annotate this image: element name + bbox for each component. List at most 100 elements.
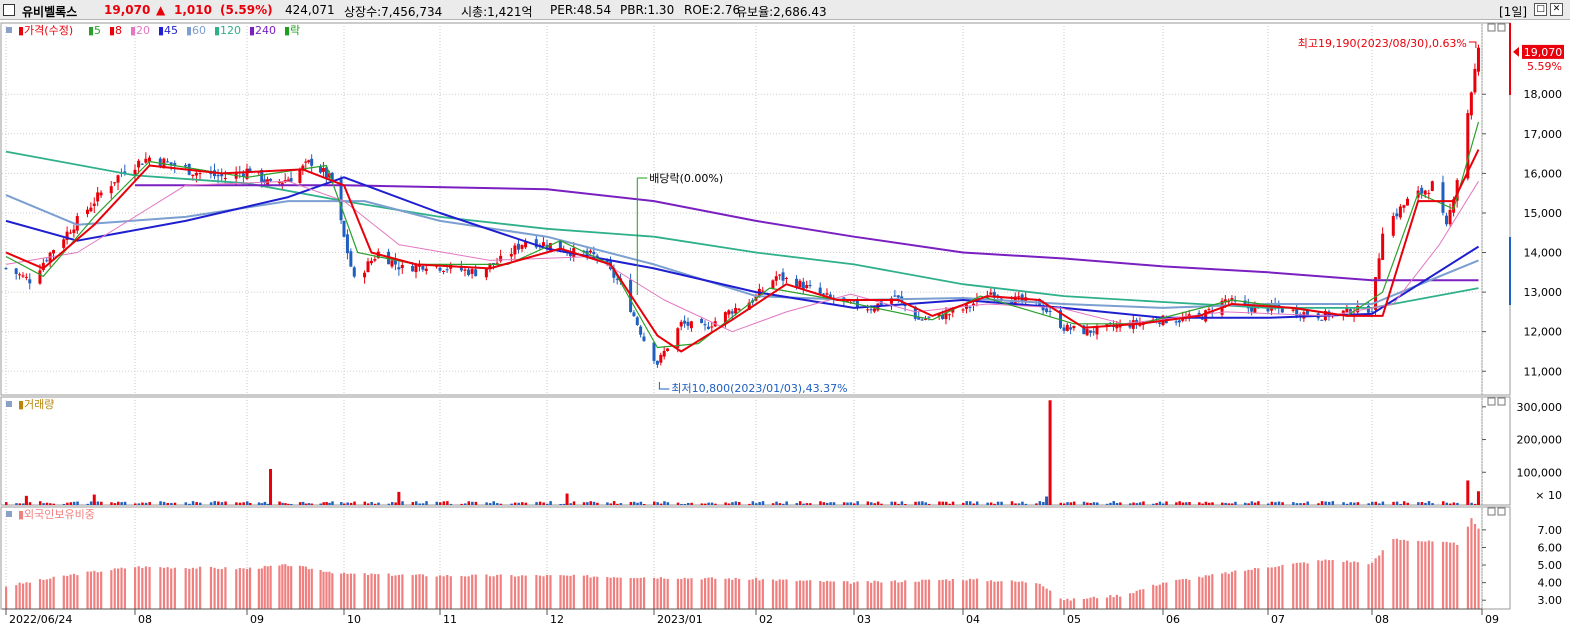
volume-bar <box>474 501 478 505</box>
foreign-bar <box>248 567 252 609</box>
foreign-bar <box>220 569 223 609</box>
per-value: PER:48.54 <box>550 3 612 17</box>
foreign-bar <box>893 580 897 609</box>
close-icon[interactable]: ✕ <box>1550 3 1563 16</box>
volume-bar <box>914 501 917 505</box>
foreign-bar <box>1181 579 1184 609</box>
foreign-bar <box>1132 593 1135 609</box>
volume-bar <box>1230 503 1234 505</box>
foreign-bar <box>224 567 227 609</box>
foreign-bar <box>1281 564 1284 609</box>
volume-bar <box>15 503 18 505</box>
candle-body <box>679 321 683 327</box>
volume-bar <box>636 502 639 505</box>
ma-line-20 <box>5 180 1479 333</box>
foreign-bar <box>1184 578 1188 609</box>
panel-handle-icon <box>6 401 12 407</box>
volume-bar <box>876 501 880 505</box>
volume-bar <box>159 501 162 505</box>
foreign-bar <box>1152 584 1155 609</box>
volume-bar <box>1119 502 1122 505</box>
candle-body <box>1469 92 1473 116</box>
foreign-bar <box>546 574 549 609</box>
candle-body <box>1069 327 1073 330</box>
panel-close-icon[interactable] <box>1497 507 1506 516</box>
volume-bar <box>938 501 941 505</box>
foreign-bar <box>642 577 646 609</box>
foreign-bar <box>853 582 856 609</box>
legend-ma-120: ▮120 <box>214 24 241 37</box>
candle-body <box>194 172 198 176</box>
foreign-bar <box>492 576 495 609</box>
foreign-bar <box>632 578 636 609</box>
volume-bar <box>755 503 758 505</box>
foreign-bar <box>596 576 599 609</box>
foreign-bar <box>1096 598 1099 609</box>
foreign-bar <box>1395 538 1399 609</box>
volume-bar <box>549 501 552 505</box>
foreign-bar <box>1000 581 1003 609</box>
volume-bar <box>616 503 619 505</box>
panel-close-icon[interactable] <box>1497 397 1506 406</box>
candle-body <box>147 157 151 162</box>
volume-bar <box>1253 502 1257 505</box>
price-tick-label: 13,000 <box>1524 286 1563 299</box>
volume-bar <box>1135 503 1139 505</box>
volume-bar <box>1299 503 1302 505</box>
candle-body <box>52 250 56 254</box>
foreign-bar <box>809 580 812 609</box>
candle-body <box>1253 305 1257 314</box>
maximize-icon[interactable]: □ <box>1534 3 1547 16</box>
foreign-bar <box>880 582 883 609</box>
candle-body <box>781 272 785 281</box>
foreign-bar <box>290 566 293 609</box>
legend-ma-8: ▮8 <box>109 24 122 37</box>
candle-body <box>445 269 449 271</box>
volume-bar <box>322 502 325 505</box>
foreign-bar <box>439 575 442 609</box>
candle-body <box>1041 304 1045 311</box>
x-tick-label: 12 <box>550 613 564 626</box>
candle-body <box>710 326 714 328</box>
candle-body <box>1092 331 1096 333</box>
volume-bar <box>893 501 897 505</box>
volume-bar <box>802 503 805 505</box>
listed-shares: 상장수:7,456,734 <box>344 5 443 19</box>
volume-bar <box>28 502 32 505</box>
select-checkbox[interactable] <box>3 4 15 16</box>
panel-close-icon[interactable] <box>1497 23 1506 32</box>
candle-body <box>393 259 397 265</box>
candle-body <box>1320 319 1324 321</box>
foreign-bar <box>1138 589 1142 609</box>
candle-body <box>92 203 96 206</box>
foreign-bar <box>1135 590 1138 609</box>
panel-minimize-icon[interactable] <box>1487 397 1496 406</box>
panel-minimize-icon[interactable] <box>1487 23 1496 32</box>
foreign-bar <box>1424 541 1427 609</box>
foreign-bar <box>446 574 449 609</box>
period-selector[interactable]: [1일] <box>1499 5 1528 19</box>
foreign-bar <box>1406 540 1409 609</box>
foreign-bar <box>191 567 195 609</box>
volume-bar <box>1109 502 1112 505</box>
panel-minimize-icon[interactable] <box>1487 507 1496 516</box>
foreign-bar <box>819 581 822 609</box>
volume-bar <box>1277 501 1281 505</box>
x-tick-label: 08 <box>138 613 152 626</box>
volume-bar <box>710 502 714 505</box>
volume-bar <box>785 501 788 505</box>
foreign-bar <box>1302 562 1306 609</box>
candle-body <box>985 296 989 298</box>
foreign-bar <box>798 580 802 609</box>
volume-bar <box>1224 502 1227 505</box>
candle-body <box>924 318 928 320</box>
candle-body <box>1062 327 1066 331</box>
candle-body <box>1452 199 1456 213</box>
foreign-bar <box>659 577 662 609</box>
foreign-tick-label: 5.00 <box>1538 559 1563 572</box>
foreign-bar <box>377 574 380 609</box>
foreign-bar <box>1045 588 1048 609</box>
volume-bar <box>1178 501 1181 505</box>
candle-body <box>223 178 227 180</box>
volume-bar <box>1014 503 1017 505</box>
